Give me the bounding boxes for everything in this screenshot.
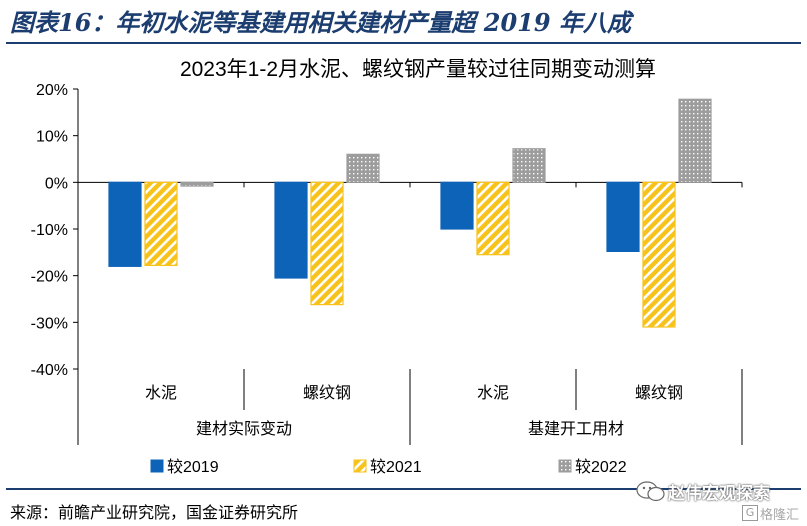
- bar-较2019-0: [108, 181, 142, 267]
- wechat-icon: [636, 481, 665, 502]
- bar-较2019-3: [606, 181, 640, 252]
- bar-series: [108, 98, 712, 328]
- figure-title: 图表16：年初水泥等基建用相关建材产量超 2019 年八成: [10, 8, 631, 37]
- chart-title: 2023年1-2月水泥、螺纹钢产量较过往同期变动测算: [180, 58, 656, 81]
- x-category-label: 水泥: [477, 383, 509, 402]
- legend-swatch: [558, 459, 572, 473]
- x-category-label: 螺纹钢: [303, 383, 351, 402]
- bar-较2022-3: [678, 98, 712, 183]
- y-tick-label: -20%: [31, 269, 68, 286]
- bar-较2021-1: [310, 181, 344, 306]
- y-tick-label: -40%: [31, 362, 68, 379]
- bottom-rule: [6, 488, 801, 490]
- watermark-sub: 格隆汇: [760, 508, 800, 523]
- y-tick-label: 20%: [36, 82, 68, 99]
- y-tick-label: -30%: [31, 315, 68, 332]
- legend: 较2019 较2021 较2022: [150, 458, 627, 476]
- legend-label: 较2022: [575, 458, 627, 476]
- bar-较2021-3: [642, 181, 676, 328]
- y-tick-label: 10%: [36, 129, 68, 146]
- legend-swatch: [353, 459, 367, 473]
- x-group-label: 基建开工用材: [528, 419, 624, 438]
- x-group-label: 建材实际变动: [196, 419, 292, 438]
- bar-较2022-0: [180, 181, 214, 187]
- y-axis: -40% -30% -20% -10% 0% 10% 20%: [31, 82, 79, 379]
- title-rule: [6, 42, 801, 44]
- bar-较2019-2: [440, 181, 474, 230]
- y-tick-label: -10%: [31, 222, 68, 239]
- x-category-label: 水泥: [145, 383, 177, 402]
- bar-较2022-2: [512, 148, 546, 183]
- bar-较2019-1: [274, 181, 308, 279]
- bar-较2022-1: [346, 153, 380, 183]
- source-note: 来源：前瞻产业研究院，国金证券研究所: [10, 503, 299, 522]
- y-tick-label: 0%: [45, 175, 68, 192]
- x-category-label: 螺纹钢: [635, 383, 683, 402]
- watermark: 赵伟宏观探索 G 格隆汇: [632, 478, 804, 524]
- watermark-name: 赵伟宏观探索: [668, 484, 770, 504]
- bar-较2021-0: [144, 181, 178, 266]
- legend-label: 较2019: [167, 458, 219, 476]
- bar-chart: 2023年1-2月水泥、螺纹钢产量较过往同期变动测算 -40%-30%-20%-…: [31, 58, 743, 476]
- legend-label: 较2021: [370, 458, 422, 476]
- bar-较2021-2: [476, 181, 510, 256]
- watermark-badge-icon: G: [742, 505, 758, 521]
- legend-swatch: [150, 459, 164, 473]
